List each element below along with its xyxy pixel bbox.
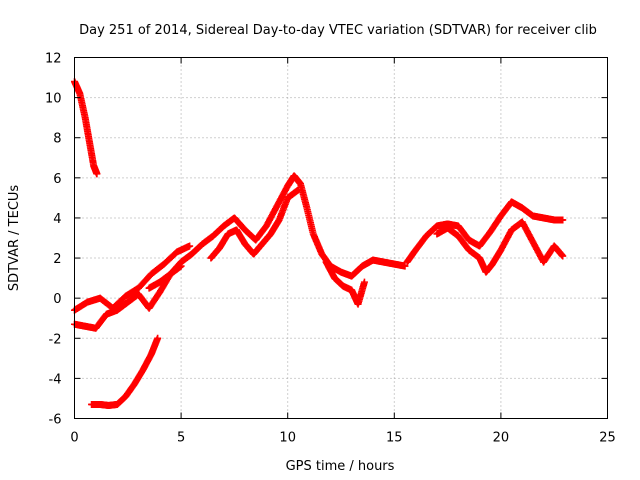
y-tick-label: 6 [53, 172, 61, 187]
y-tick-label: 0 [53, 292, 61, 307]
y-tick-label: 4 [53, 212, 61, 227]
x-tick-label: 0 [70, 431, 78, 446]
series-night-upper [403, 198, 567, 266]
series-trend-upper [71, 242, 194, 314]
x-tick-label: 25 [599, 431, 616, 446]
y-tick-label: 10 [45, 92, 62, 107]
grid-lines [74, 57, 608, 419]
data-points [71, 78, 567, 409]
x-tick-label: 15 [386, 431, 403, 446]
data-point [186, 242, 194, 250]
y-tick-label: -2 [49, 332, 62, 347]
series-early-decline [71, 78, 101, 178]
x-tick-label: 10 [279, 431, 296, 446]
data-point [294, 186, 302, 194]
data-point [559, 216, 567, 224]
series-trend-lower [71, 262, 185, 332]
series-evening-dip [322, 258, 368, 308]
chart-title: Day 251 of 2014, Sidereal Day-to-day VTE… [79, 23, 597, 38]
series-main-daytime [145, 172, 409, 292]
y-tick-label: 2 [53, 252, 61, 267]
data-point [93, 170, 101, 178]
y-tick-label: 12 [45, 52, 62, 67]
data-point [401, 262, 409, 270]
y-axis-label: SDTVAR / TECUs [7, 185, 22, 292]
axis-ticks [74, 57, 608, 419]
y-tick-label: 8 [53, 132, 61, 147]
data-point [559, 252, 567, 260]
series-evening-rise [88, 334, 162, 409]
tick-labels: 0 5 10 15 20 25 -6 -4 -2 0 2 4 6 8 10 12 [45, 52, 616, 446]
series-night-lower [433, 218, 567, 276]
plot-frame [74, 57, 608, 419]
x-tick-label: 20 [493, 431, 510, 446]
y-tick-label: -4 [49, 372, 62, 387]
series-daytime-lower [207, 186, 302, 262]
data-point [360, 278, 368, 286]
x-tick-label: 5 [177, 431, 185, 446]
y-tick-label: -6 [49, 413, 62, 428]
data-point [154, 334, 162, 342]
x-axis-label: GPS time / hours [286, 459, 395, 474]
